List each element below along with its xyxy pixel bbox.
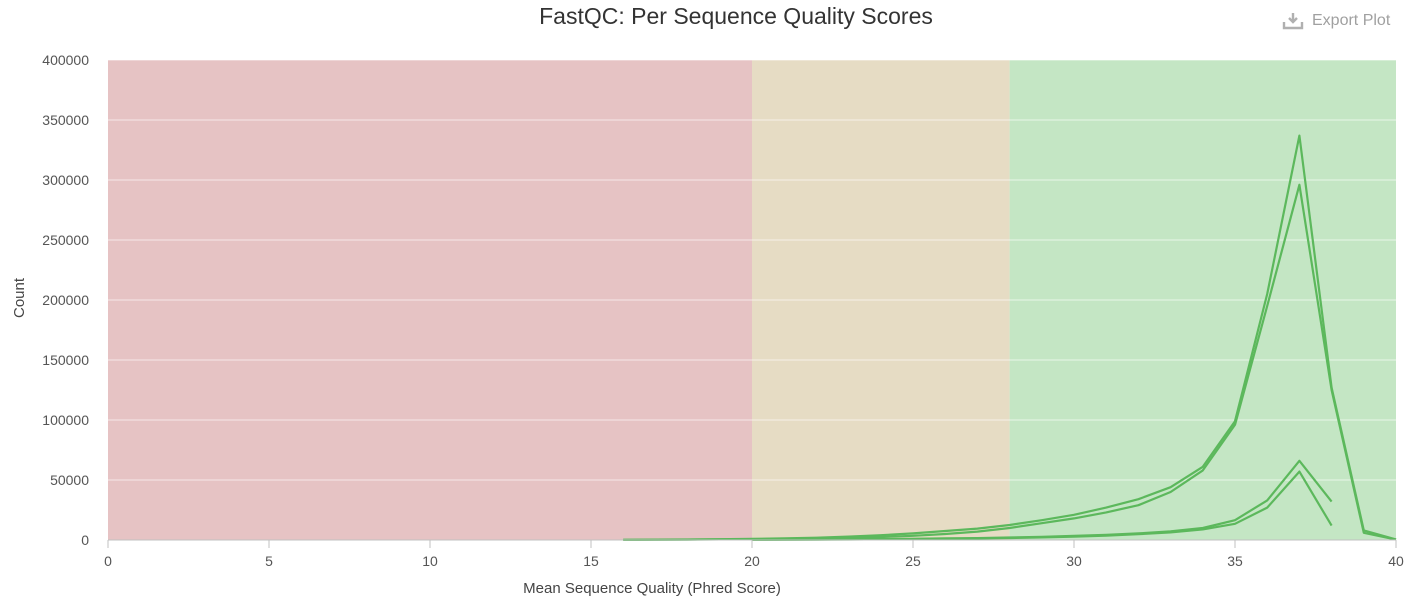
download-icon: [1282, 13, 1304, 30]
x-tick-label: 20: [744, 553, 760, 569]
export-plot-label: Export Plot: [1312, 12, 1391, 29]
export-plot-button[interactable]: Export Plot: [1282, 12, 1390, 30]
y-tick-label: 200000: [42, 292, 89, 308]
y-tick-label: 400000: [42, 52, 89, 68]
x-tick-label: 5: [265, 553, 273, 569]
x-tick-label: 35: [1227, 553, 1243, 569]
y-axis-ticks: 0 50000 100000 150000 200000 250000 300000 3500…: [42, 52, 89, 548]
x-axis-label: Mean Sequence Quality (Phred Score): [523, 580, 781, 596]
y-tick-label: 150000: [42, 352, 89, 368]
x-tick-label: 10: [422, 553, 438, 569]
y-tick-label: 250000: [42, 232, 89, 248]
x-tick-label: 15: [583, 553, 599, 569]
x-tick-label: 30: [1066, 553, 1082, 569]
y-tick-label: 100000: [42, 412, 89, 428]
x-axis-ticks: 0 5 10 15 20 25 30 35 40: [104, 539, 1404, 569]
y-tick-label: 0: [81, 532, 89, 548]
y-tick-label: 350000: [42, 112, 89, 128]
x-tick-label: 25: [905, 553, 921, 569]
y-tick-label: 50000: [50, 472, 89, 488]
x-tick-label: 40: [1388, 553, 1404, 569]
y-tick-label: 300000: [42, 172, 89, 188]
chart-title: FastQC: Per Sequence Quality Scores: [539, 3, 933, 29]
x-tick-label: 0: [104, 553, 112, 569]
y-axis-label: Count: [11, 277, 28, 318]
